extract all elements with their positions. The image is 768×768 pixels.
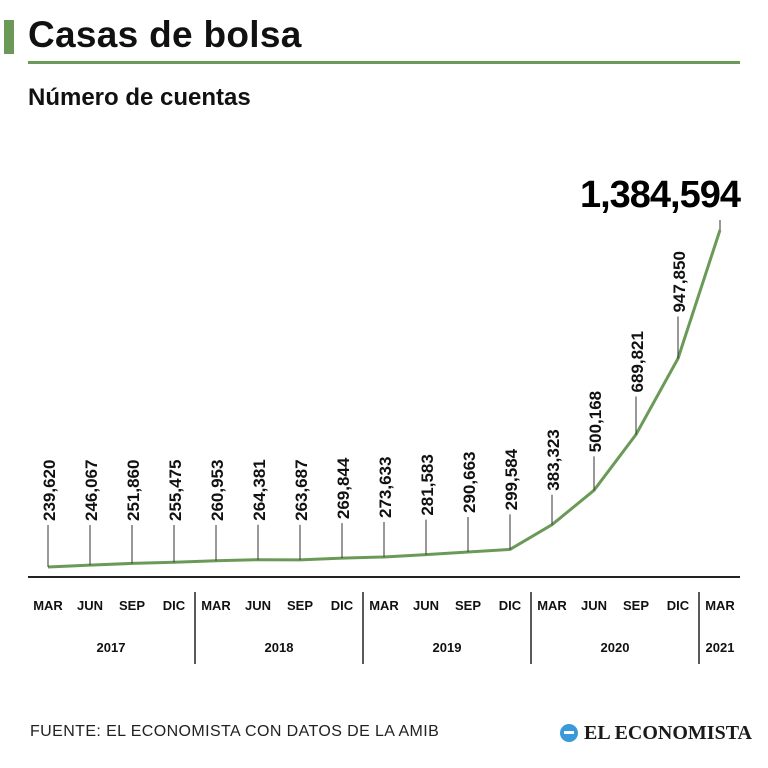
- logo-text: EL ECONOMISTA: [584, 721, 752, 744]
- year-label: 2019: [433, 640, 462, 655]
- data-label: 269,844: [334, 457, 353, 519]
- chart-header: Casas de bolsa: [0, 14, 740, 66]
- data-label: 264,381: [250, 459, 269, 520]
- data-label: 299,584: [502, 448, 521, 510]
- data-label: 246,067: [82, 460, 101, 521]
- x-tick-label: JUN: [245, 598, 271, 613]
- year-label: 2018: [265, 640, 294, 655]
- x-tick-label: JUN: [581, 598, 607, 613]
- x-tick-label: DIC: [331, 598, 354, 613]
- data-label: 255,475: [166, 460, 185, 521]
- data-label: 263,687: [292, 459, 311, 520]
- data-label: 500,168: [586, 391, 605, 452]
- chart-subtitle: Número de cuentas: [28, 84, 251, 111]
- publisher-logo: EL ECONOMISTA: [560, 720, 752, 746]
- year-label: 2017: [97, 640, 126, 655]
- x-tick-label: SEP: [455, 598, 481, 613]
- x-tick-label: SEP: [623, 598, 649, 613]
- x-tick-label: MAR: [33, 598, 63, 613]
- x-tick-label: JUN: [77, 598, 103, 613]
- x-tick-label: MAR: [369, 598, 399, 613]
- x-tick-label: MAR: [537, 598, 567, 613]
- series-line: [47, 229, 722, 569]
- year-label: 2020: [601, 640, 630, 655]
- data-label-highlight: 1,384,594: [580, 174, 741, 216]
- x-tick-label: JUN: [413, 598, 439, 613]
- x-tick-label: MAR: [705, 598, 735, 613]
- title-divider: [28, 61, 740, 64]
- year-label: 2021: [706, 640, 735, 655]
- chart-title: Casas de bolsa: [28, 14, 302, 55]
- data-label: 290,663: [460, 452, 479, 513]
- data-label: 273,633: [376, 457, 395, 518]
- x-tick-label: DIC: [499, 598, 522, 613]
- x-tick-label: DIC: [163, 598, 186, 613]
- data-label: 947,850: [670, 251, 689, 312]
- source-note: FUENTE: EL ECONOMISTA CON DATOS DE LA AM…: [30, 723, 440, 740]
- data-label: 251,860: [124, 460, 143, 521]
- x-tick-label: DIC: [667, 598, 690, 613]
- data-label: 689,821: [628, 331, 647, 392]
- data-label: 281,583: [418, 454, 437, 515]
- data-label: 239,620: [40, 460, 59, 521]
- data-label: 260,953: [208, 460, 227, 521]
- title-accent-bar: [4, 20, 14, 54]
- x-tick-label: MAR: [201, 598, 231, 613]
- data-label: 383,323: [544, 429, 563, 490]
- logo-icon: [560, 724, 578, 742]
- x-tick-label: SEP: [119, 598, 145, 613]
- x-tick-label: SEP: [287, 598, 313, 613]
